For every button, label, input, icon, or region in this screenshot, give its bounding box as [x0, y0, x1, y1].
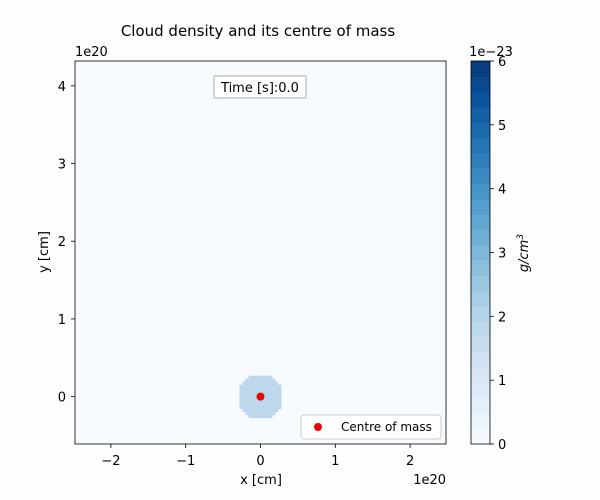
colorbar-band — [471, 367, 490, 384]
colorbar-band — [471, 122, 490, 138]
legend-label: Centre of mass — [341, 420, 432, 434]
time-annotation-box — [213, 75, 307, 99]
colorbar-band — [471, 244, 490, 261]
x-tick-label: 1 — [331, 454, 339, 469]
colorbar-band — [471, 183, 490, 200]
colorbar-band — [471, 321, 490, 338]
colorbar-band — [471, 260, 490, 276]
colorbar-tick-label: 5 — [498, 119, 506, 134]
cloud-cell — [239, 405, 282, 410]
colorbar-band — [471, 198, 490, 215]
y-tick-label: 0 — [58, 391, 66, 406]
colorbar-tick-label: 6 — [498, 55, 506, 70]
y-tick-label: 4 — [58, 80, 66, 95]
colorbar-band — [471, 275, 490, 292]
plot-area — [74, 60, 447, 445]
colorbar-band — [471, 229, 490, 246]
x-tick-label: −1 — [176, 454, 195, 469]
colorbar-band — [471, 214, 490, 230]
colorbar-tick-label: 4 — [498, 183, 506, 198]
colorbar-tick-label: 0 — [498, 438, 506, 453]
cloud-cell — [239, 402, 282, 407]
colorbar-band — [471, 106, 490, 123]
colorbar-tick-label: 2 — [498, 310, 506, 325]
colorbar-band — [471, 352, 490, 368]
colorbar-tick-label: 3 — [498, 247, 506, 262]
y-tick-label: 2 — [58, 235, 66, 250]
cloud-cell — [245, 378, 276, 383]
x-tick-label: −2 — [101, 454, 120, 469]
colorbar-label: g/cm3 — [516, 234, 532, 272]
cloud-cell — [239, 399, 282, 404]
time-annotation: Time [s]:0.0 — [213, 75, 307, 99]
colorbar-band — [471, 152, 490, 169]
cloud-cell — [239, 387, 282, 392]
colorbar-band — [471, 382, 490, 399]
colorbar-band — [471, 91, 490, 108]
colorbar-label-exponent: 3 — [516, 234, 526, 240]
colorbar-band — [471, 428, 490, 445]
colorbar-band — [471, 61, 490, 77]
y-tick-label: 3 — [58, 158, 66, 173]
colorbar-offset-label: 1e−23 — [469, 45, 513, 60]
cloud-cell — [248, 414, 273, 419]
cloud-cell — [248, 375, 273, 380]
chart-title: Cloud density and its centre of mass — [121, 22, 396, 40]
colorbar-band — [471, 306, 490, 322]
cloud-cell — [242, 381, 279, 386]
cloud-cell — [239, 390, 282, 395]
colorbar-band — [471, 290, 490, 307]
colorbar-ticks: 0 1 2 3 4 5 6 — [490, 55, 506, 453]
y-axis-ticks: 0 1 2 3 4 — [58, 80, 75, 406]
x-offset-label: 1e20 — [413, 473, 446, 488]
time-annotation-text: Time [s]:0.0 — [220, 81, 299, 96]
y-tick-label: 1 — [58, 313, 66, 328]
cloud-cell — [245, 411, 276, 416]
legend: Centre of mass — [300, 414, 442, 440]
cloud-cell — [242, 408, 279, 413]
colorbar-band — [471, 398, 490, 414]
x-axis-ticks: −2 −1 0 1 2 — [101, 444, 414, 469]
cloud-cell — [239, 384, 282, 389]
x-tick-label: 0 — [256, 454, 264, 469]
y-axis-label: y [cm] — [37, 231, 52, 273]
centre-of-mass-marker — [256, 392, 265, 401]
colorbar-band — [471, 76, 490, 93]
colorbar-band — [471, 137, 490, 154]
x-tick-label: 2 — [406, 454, 414, 469]
colorbar-label-unit: g/cm — [517, 240, 532, 272]
legend-box — [300, 414, 442, 440]
colorbar-band — [471, 168, 490, 184]
colorbar-band — [471, 336, 490, 353]
y-offset-label: 1e20 — [75, 45, 108, 60]
colorbar-tick-label: 1 — [498, 374, 506, 389]
x-axis-label: x [cm] — [240, 473, 282, 488]
colorbar-bands — [471, 61, 490, 445]
colorbar-band — [471, 413, 490, 430]
legend-marker — [314, 423, 322, 431]
